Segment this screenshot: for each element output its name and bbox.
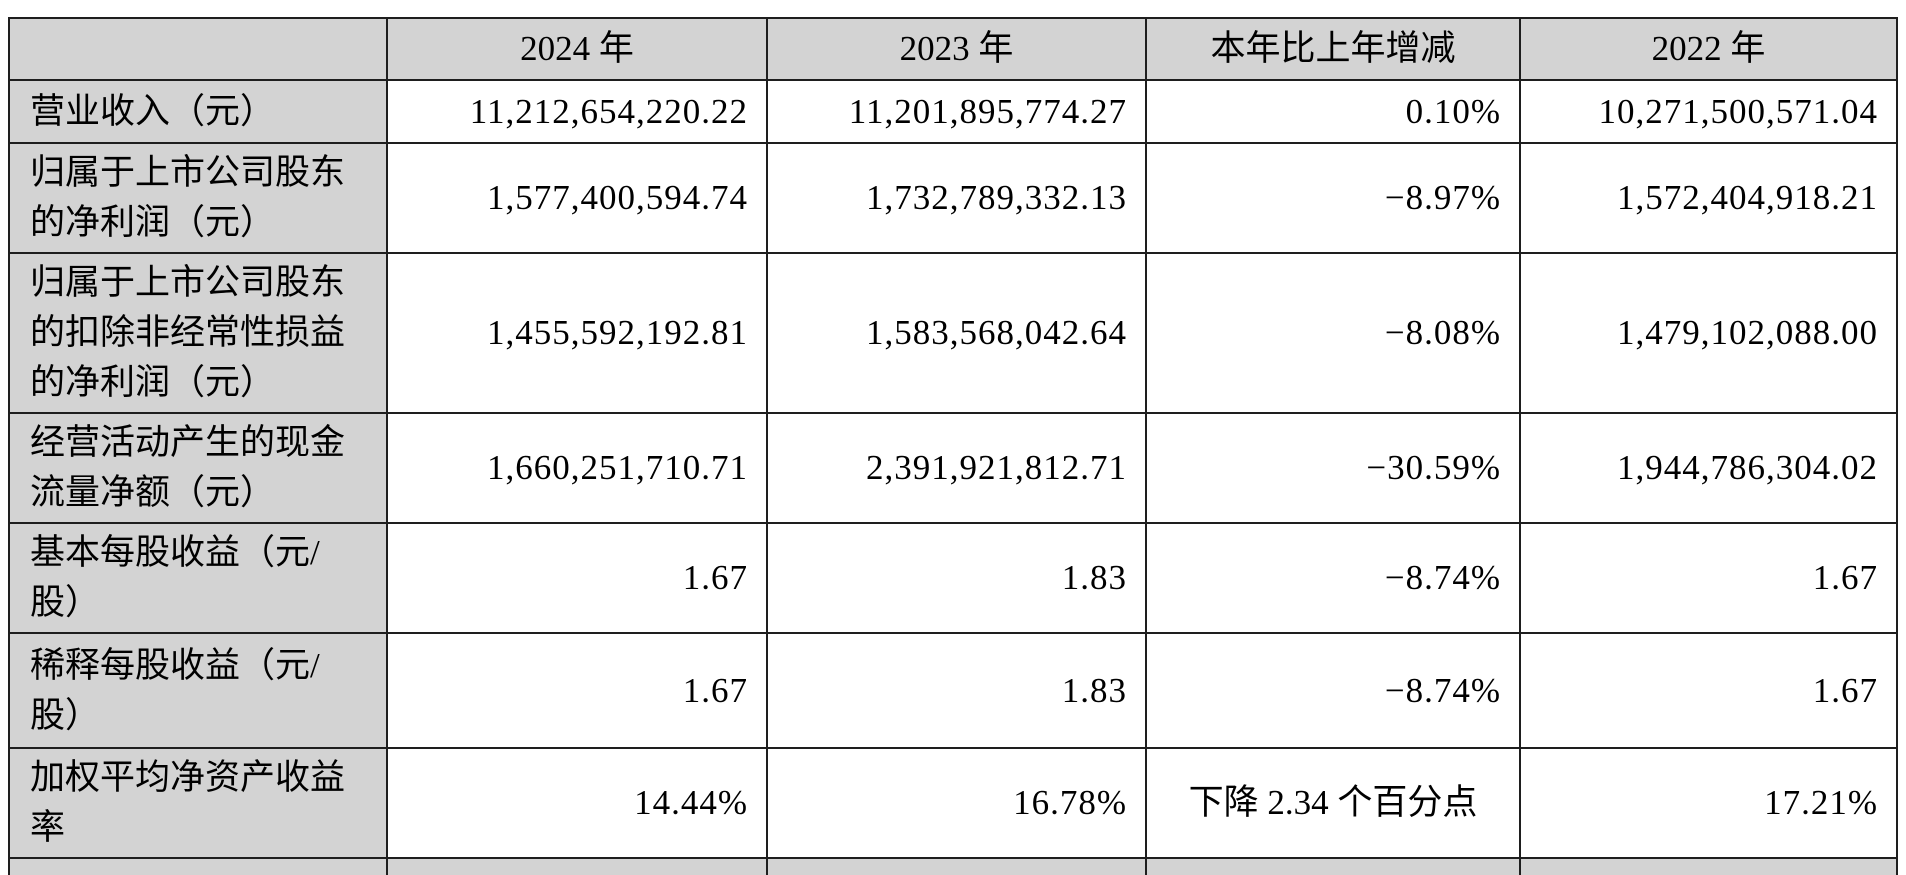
value-change: −30.59% [1145,412,1521,524]
value-2022: 17.21% [1519,747,1898,859]
value-2024: 1,577,400,594.74 [386,142,768,254]
table-header: 2024 年 2023 年 本年比上年增减 2022 年 [8,17,1898,81]
value-2022: 1,572,404,918.21 [1519,142,1898,254]
value-change: −8.97% [1145,142,1521,254]
value-2024: 11,212,654,220.22 [386,79,768,144]
value-2023: 16.78% [766,747,1147,859]
table-row-revenue: 营业收入（元） 11,212,654,220.22 11,201,895,774… [8,79,1898,144]
value-2023: 1,583,568,042.64 [766,252,1147,414]
value-change: −8.74% [1145,522,1521,634]
value-2022: 1,944,786,304.02 [1519,412,1898,524]
header-cell-2023: 2023 年 [766,17,1147,81]
row-label: 营业收入（元） [8,79,388,144]
value-2024: 1.67 [386,522,768,634]
value-change: −8.08% [1145,252,1521,414]
table-row-weighted-avg-roe: 加权平均净资产收益 率 14.44% 16.78% 下降 2.34 个百分点 1… [8,747,1898,859]
row-label: 稀释每股收益（元/ 股） [8,632,388,749]
value-change: 下降 2.34 个百分点 [1145,747,1521,859]
partial-row-cell [1519,857,1898,875]
row-label: 归属于上市公司股东 的扣除非经常性损益 的净利润（元） [8,252,388,414]
value-2022: 1,479,102,088.00 [1519,252,1898,414]
header-cell-2022: 2022 年 [1519,17,1898,81]
partial-row-cell [386,857,768,875]
header-cell-change: 本年比上年增减 [1145,17,1521,81]
header-cell-metric [8,17,388,81]
value-2022: 1.67 [1519,632,1898,749]
value-2023: 11,201,895,774.27 [766,79,1147,144]
partial-row-cell [766,857,1147,875]
row-label: 基本每股收益（元/ 股） [8,522,388,634]
value-2022: 1.67 [1519,522,1898,634]
value-change: 0.10% [1145,79,1521,144]
value-2023: 1.83 [766,632,1147,749]
header-cell-2024: 2024 年 [386,17,768,81]
row-label: 加权平均净资产收益 率 [8,747,388,859]
value-2023: 1.83 [766,522,1147,634]
table-row-net-profit: 归属于上市公司股东 的净利润（元） 1,577,400,594.74 1,732… [8,142,1898,254]
financial-summary-table: 2024 年 2023 年 本年比上年增减 2022 年 营业收入（元） 11,… [8,17,1898,875]
value-2024: 14.44% [386,747,768,859]
header-row: 2024 年 2023 年 本年比上年增减 2022 年 [8,17,1898,81]
row-label: 归属于上市公司股东 的净利润（元） [8,142,388,254]
value-2023: 1,732,789,332.13 [766,142,1147,254]
partial-bottom-row [8,857,1898,875]
value-2024: 1.67 [386,632,768,749]
table-row-net-profit-deducted: 归属于上市公司股东 的扣除非经常性损益 的净利润（元） 1,455,592,19… [8,252,1898,414]
table-row-basic-eps: 基本每股收益（元/ 股） 1.67 1.83 −8.74% 1.67 [8,522,1898,634]
value-2023: 2,391,921,812.71 [766,412,1147,524]
value-2022: 10,271,500,571.04 [1519,79,1898,144]
partial-row-cell [8,857,388,875]
value-2024: 1,660,251,710.71 [386,412,768,524]
table-body: 营业收入（元） 11,212,654,220.22 11,201,895,774… [8,79,1898,875]
partial-row-cell [1145,857,1521,875]
table-row-diluted-eps: 稀释每股收益（元/ 股） 1.67 1.83 −8.74% 1.67 [8,632,1898,749]
table-row-operating-cash-flow: 经营活动产生的现金 流量净额（元） 1,660,251,710.71 2,391… [8,412,1898,524]
financial-summary-table-container: 2024 年 2023 年 本年比上年增减 2022 年 营业收入（元） 11,… [8,17,1898,875]
value-2024: 1,455,592,192.81 [386,252,768,414]
value-change: −8.74% [1145,632,1521,749]
row-label: 经营活动产生的现金 流量净额（元） [8,412,388,524]
